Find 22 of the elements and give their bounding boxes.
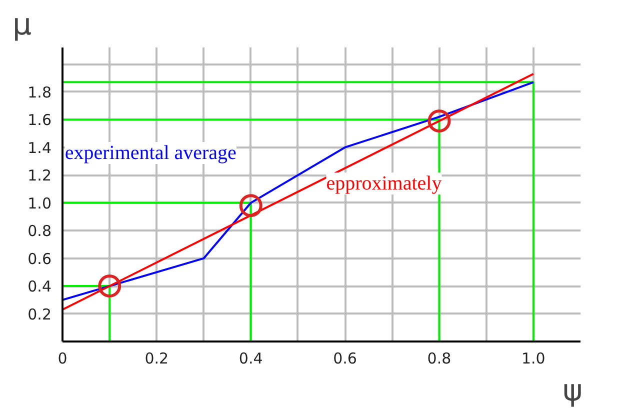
x-axis-title: ψ [562,374,583,408]
y-tick-label: 1.8 [28,83,52,102]
y-tick-label: 0.2 [28,305,52,324]
point [98,274,122,298]
point [428,110,451,132]
x-tick-label: 0.6 [333,350,357,368]
x-tick-label: 0 [58,350,68,368]
y-axis-title: μ [12,8,32,42]
x-tick-label: 1.0 [521,350,546,368]
series-label: epproximately [326,172,442,194]
y-tick-label: 1.4 [28,138,52,157]
x-tick-label: 0.8 [427,350,452,368]
y-tick-label: 0.6 [28,250,52,268]
y-tick-label: 1.6 [28,111,52,130]
y-tick-label: 1.2 [28,166,52,185]
y-tick-label: 1.0 [28,194,52,212]
y-tick-label: 0.8 [28,222,52,240]
point [239,194,262,218]
y-tick-label: 0.4 [28,278,52,296]
x-tick-label: 0.2 [144,350,169,368]
x-tick-label: 0.4 [238,350,263,368]
text: experimental average [64,142,237,164]
